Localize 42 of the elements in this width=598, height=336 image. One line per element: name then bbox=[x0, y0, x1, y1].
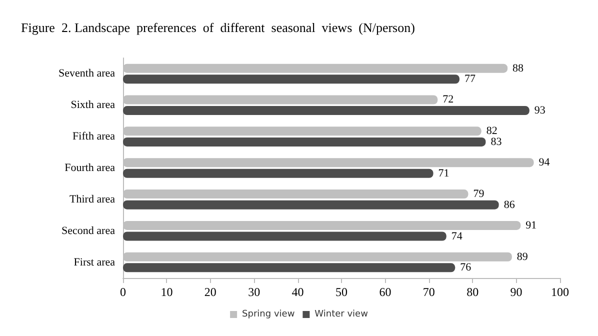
x-tick-label: 90 bbox=[510, 285, 522, 299]
data-label: 72 bbox=[442, 94, 454, 106]
data-label: 82 bbox=[486, 125, 498, 138]
x-tick-label: 60 bbox=[379, 285, 392, 299]
y-tick-label: Third area bbox=[70, 193, 116, 206]
x-tick-label: 20 bbox=[204, 285, 216, 299]
data-label: 83 bbox=[490, 136, 502, 148]
data-label: 91 bbox=[526, 219, 537, 232]
data-label: 94 bbox=[538, 156, 550, 169]
y-tick-label: Fourth area bbox=[64, 162, 116, 174]
data-label: 71 bbox=[438, 167, 450, 180]
bar bbox=[123, 200, 499, 210]
data-label: 77 bbox=[464, 73, 476, 86]
x-tick-label: 30 bbox=[248, 285, 260, 299]
legend-label: Spring view bbox=[242, 310, 295, 320]
bar bbox=[123, 168, 434, 178]
bar bbox=[123, 137, 486, 146]
legend-label: Winter view bbox=[314, 310, 368, 320]
y-tick-label: Second area bbox=[62, 224, 116, 237]
data-label: 76 bbox=[460, 262, 472, 274]
chart-title: Figure 2. Landscape preferences of different seasonal views (N/person) bbox=[21, 20, 415, 35]
x-tick-label: 10 bbox=[160, 285, 173, 299]
y-tick-label: Fifth area bbox=[72, 130, 116, 143]
x-tick-label: 80 bbox=[466, 285, 479, 299]
x-tick-label: 50 bbox=[336, 285, 348, 299]
y-tick-label: Sixth area bbox=[70, 99, 116, 112]
x-tick-label: 70 bbox=[422, 285, 435, 299]
y-tick-label: First area bbox=[74, 256, 116, 268]
bar bbox=[123, 232, 446, 241]
data-label: 74 bbox=[451, 230, 463, 242]
x-tick-label: 40 bbox=[292, 285, 304, 299]
data-label: 86 bbox=[504, 198, 516, 211]
bar bbox=[123, 263, 456, 272]
x-tick-label: 0 bbox=[120, 285, 126, 299]
data-label: 93 bbox=[534, 104, 546, 117]
bar bbox=[123, 74, 460, 84]
data-label: 89 bbox=[516, 250, 528, 263]
x-tick-label: 100 bbox=[551, 285, 569, 299]
bar bbox=[123, 106, 530, 116]
data-label: 79 bbox=[473, 188, 485, 200]
y-tick-label: Seventh area bbox=[58, 68, 116, 80]
data-label: 88 bbox=[512, 62, 524, 74]
